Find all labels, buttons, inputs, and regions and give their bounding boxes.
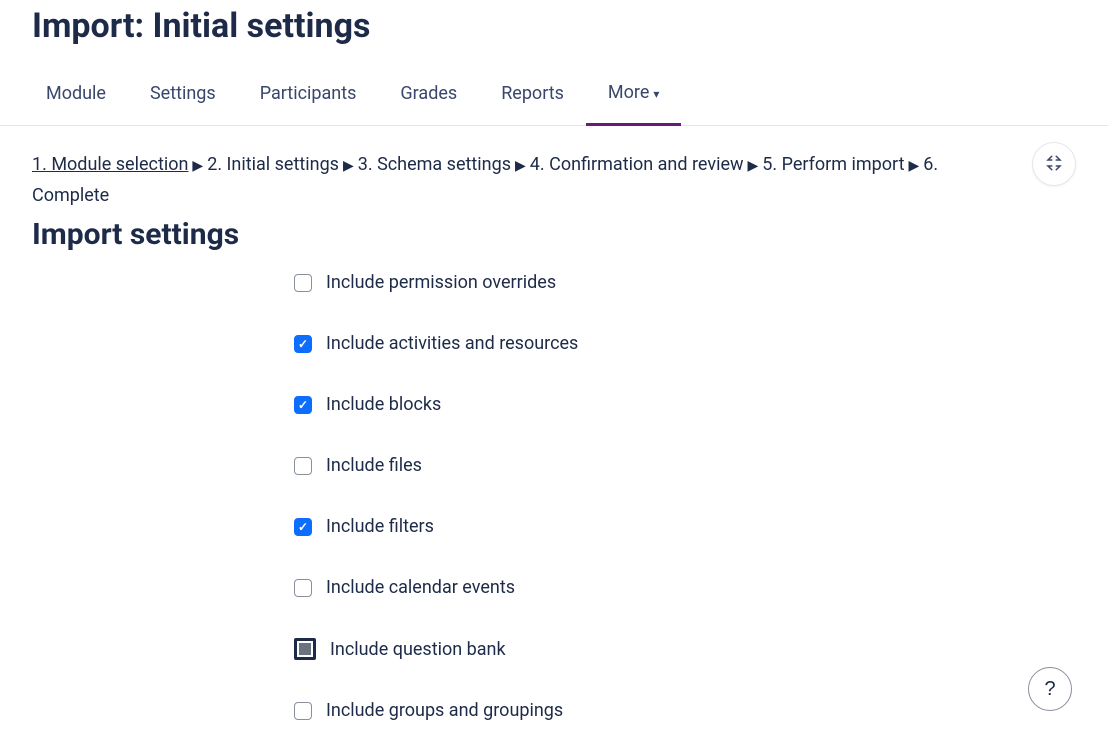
stepper-arrow-icon: ▶ (343, 155, 354, 179)
setting-checkbox[interactable]: ✓ (294, 335, 312, 353)
setting-label: Include question bank (330, 639, 506, 660)
setting-row: ✓ Include filters (294, 516, 1076, 537)
course-tabbar: Module Settings Participants Grades Reports M… (0, 64, 1108, 126)
tab-label: Reports (501, 83, 564, 104)
setting-checkbox[interactable]: ✓ (294, 396, 312, 414)
stepper-arrow-icon: ▶ (908, 155, 919, 179)
stepper-step: 2. Initial settings (207, 154, 339, 175)
setting-row: Include permission overrides (294, 272, 1076, 293)
setting-row: Include question bank (294, 638, 1076, 660)
setting-label: Include activities and resources (326, 333, 578, 354)
setting-row: ✓ Include blocks (294, 394, 1076, 415)
stepper-step: 4. Confirmation and review (530, 154, 744, 175)
import-stepper: 1. Module selection ▶ 2. Initial setting… (32, 150, 992, 211)
setting-row: Include calendar events (294, 577, 1076, 598)
setting-checkbox[interactable] (294, 638, 316, 660)
tab-label: Module (46, 83, 106, 104)
setting-checkbox[interactable] (294, 274, 312, 292)
main-content: 1. Module selection ▶ 2. Initial setting… (0, 126, 1108, 721)
setting-label: Include groups and groupings (326, 700, 563, 721)
page-title: Import: Initial settings (0, 0, 1108, 64)
stepper-step: 5. Perform import (762, 154, 904, 175)
setting-checkbox[interactable]: ✓ (294, 518, 312, 536)
stepper-arrow-icon: ▶ (748, 155, 759, 179)
stepper-step[interactable]: 1. Module selection (32, 154, 188, 175)
tab-reports[interactable]: Reports (479, 65, 586, 124)
setting-checkbox[interactable] (294, 457, 312, 475)
tab-label: More (608, 82, 649, 103)
setting-label: Include calendar events (326, 577, 515, 598)
stepper-arrow-icon: ▶ (192, 155, 203, 179)
setting-label: Include blocks (326, 394, 441, 415)
tab-grades[interactable]: Grades (378, 65, 479, 124)
stepper-arrow-icon: ▶ (515, 155, 526, 179)
setting-row: ✓ Include activities and resources (294, 333, 1076, 354)
setting-checkbox[interactable] (294, 579, 312, 597)
collapse-drawer-button[interactable] (1032, 142, 1076, 186)
setting-label: Include permission overrides (326, 272, 556, 293)
tab-settings[interactable]: Settings (128, 65, 238, 124)
setting-row: Include files (294, 455, 1076, 476)
setting-label: Include files (326, 455, 422, 476)
tab-label: Settings (150, 83, 216, 104)
section-title: Import settings (32, 217, 1076, 252)
collapse-icon (1045, 154, 1063, 175)
tab-label: Participants (260, 83, 357, 104)
import-settings-list: Include permission overrides ✓ Include act… (294, 272, 1076, 721)
setting-row: Include groups and groupings (294, 700, 1076, 721)
help-button[interactable]: ? (1028, 667, 1072, 711)
tab-label: Grades (400, 83, 457, 104)
setting-checkbox[interactable] (294, 702, 312, 720)
tab-more[interactable]: More ▾ (586, 64, 682, 126)
tab-participants[interactable]: Participants (238, 65, 379, 124)
setting-label: Include filters (326, 516, 434, 537)
stepper-step: 3. Schema settings (358, 154, 511, 175)
help-icon: ? (1044, 678, 1055, 701)
chevron-down-icon: ▾ (653, 87, 659, 101)
tab-module[interactable]: Module (24, 65, 128, 124)
